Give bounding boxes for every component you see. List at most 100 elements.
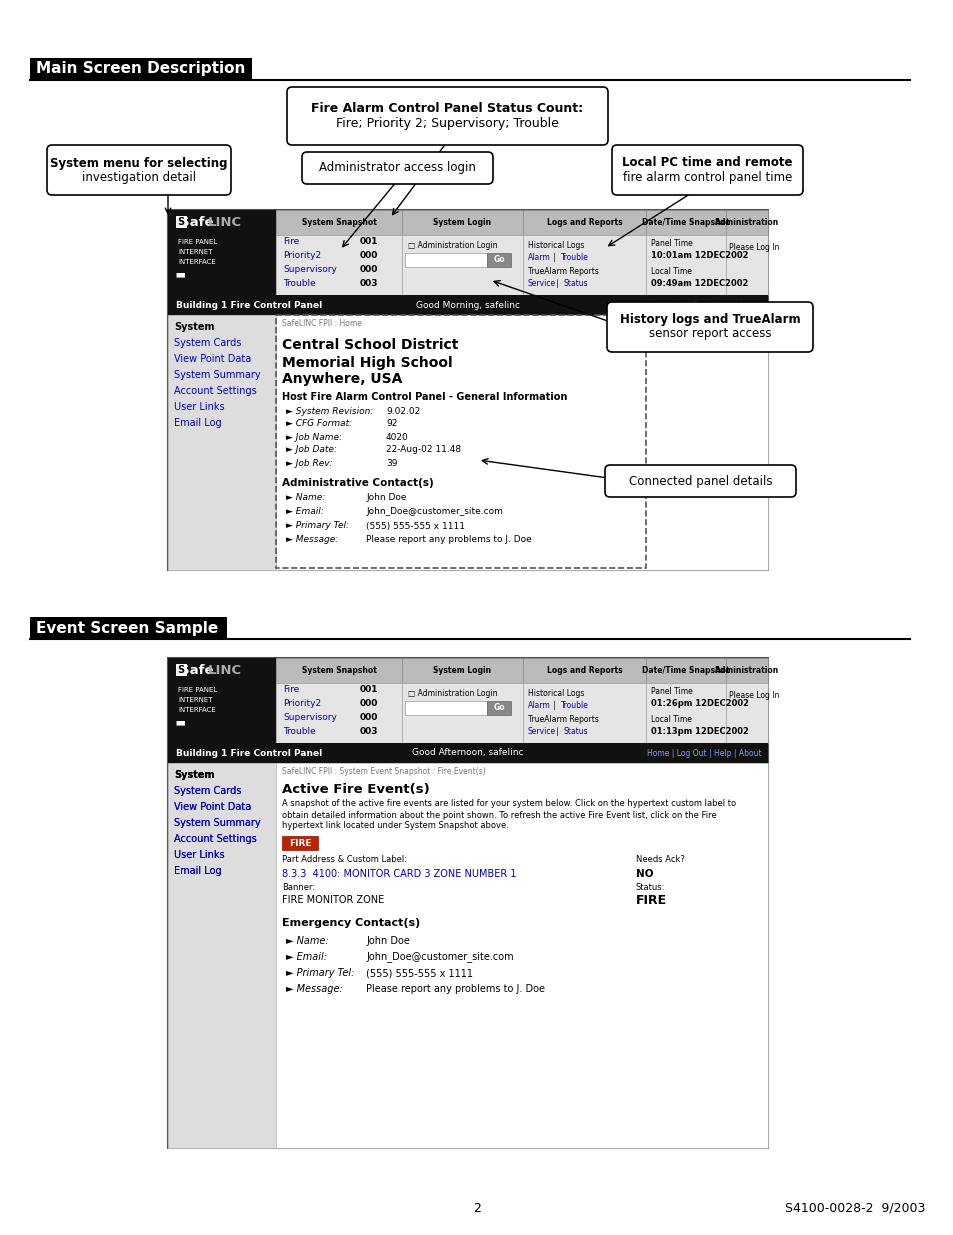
Text: Fire: Fire xyxy=(283,236,299,246)
Text: Historical Logs: Historical Logs xyxy=(527,688,584,698)
Text: System Login: System Login xyxy=(433,666,491,676)
Text: User Links: User Links xyxy=(173,403,224,412)
FancyBboxPatch shape xyxy=(287,86,607,144)
Text: 4020: 4020 xyxy=(386,432,408,441)
Bar xyxy=(168,295,767,315)
Text: Please Log In: Please Log In xyxy=(728,690,779,699)
Bar xyxy=(486,701,511,715)
Text: History logs and TrueAlarm: History logs and TrueAlarm xyxy=(619,314,800,326)
Bar xyxy=(522,658,645,683)
Text: Status: Status xyxy=(563,726,588,736)
Text: Trouble: Trouble xyxy=(283,279,315,288)
Text: Trouble: Trouble xyxy=(560,252,588,262)
Text: Trouble: Trouble xyxy=(560,700,588,709)
FancyBboxPatch shape xyxy=(604,466,795,496)
Text: 2: 2 xyxy=(473,1202,480,1214)
Text: 000: 000 xyxy=(359,699,377,708)
Text: SafeLINC FPII : Home: SafeLINC FPII : Home xyxy=(282,320,361,329)
Text: Panel Time: Panel Time xyxy=(650,238,692,247)
Text: 01:13pm 12DEC2002: 01:13pm 12DEC2002 xyxy=(650,726,748,736)
Bar xyxy=(168,658,275,743)
Text: (555) 555-555 x 1111: (555) 555-555 x 1111 xyxy=(366,968,473,978)
Text: 003: 003 xyxy=(359,726,377,736)
Text: Fire Alarm Control Panel Status Count:: Fire Alarm Control Panel Status Count: xyxy=(311,103,583,116)
Bar xyxy=(168,315,275,571)
Text: LINC: LINC xyxy=(208,216,242,230)
Text: John Doe: John Doe xyxy=(366,494,406,503)
Text: Email Log: Email Log xyxy=(173,866,221,876)
Text: Administrative Contact(s): Administrative Contact(s) xyxy=(282,478,434,488)
Text: Good Morning, safelinc: Good Morning, safelinc xyxy=(416,300,519,310)
Text: hypertext link located under System Snapshot above.: hypertext link located under System Snap… xyxy=(282,821,508,830)
Text: Safe: Safe xyxy=(180,664,213,678)
Text: Local Time: Local Time xyxy=(650,267,691,275)
Text: 000: 000 xyxy=(359,264,377,273)
Text: Anywhere, USA: Anywhere, USA xyxy=(282,372,402,387)
Text: User Links: User Links xyxy=(173,850,224,860)
Text: ► Job Date:: ► Job Date: xyxy=(286,446,336,454)
Text: System: System xyxy=(173,769,214,781)
Bar xyxy=(645,658,725,683)
Text: Logs and Reports: Logs and Reports xyxy=(546,219,621,227)
Text: Building 1 Fire Control Panel: Building 1 Fire Control Panel xyxy=(175,748,322,757)
FancyBboxPatch shape xyxy=(612,144,802,195)
Text: 10:01am 12DEC2002: 10:01am 12DEC2002 xyxy=(650,251,748,259)
Bar xyxy=(30,618,227,638)
Text: SafeLINC FPII : System Event Snapshot : Fire Event(s): SafeLINC FPII : System Event Snapshot : … xyxy=(282,767,485,777)
Text: Connected panel details: Connected panel details xyxy=(628,474,771,488)
Text: Safe: Safe xyxy=(180,216,213,230)
Text: FIRE: FIRE xyxy=(289,839,311,847)
Bar xyxy=(405,701,486,715)
Text: ► Name:: ► Name: xyxy=(286,936,328,946)
Text: Status:: Status: xyxy=(636,883,664,892)
Bar xyxy=(486,253,511,267)
Text: System: System xyxy=(173,322,214,332)
Text: Logs and Reports: Logs and Reports xyxy=(546,666,621,676)
Bar xyxy=(168,658,767,1149)
FancyBboxPatch shape xyxy=(302,152,493,184)
FancyBboxPatch shape xyxy=(606,303,812,352)
Bar xyxy=(30,58,252,80)
Text: Please Log In: Please Log In xyxy=(728,242,779,252)
Text: Priority2: Priority2 xyxy=(283,699,321,708)
Text: FIRE: FIRE xyxy=(636,893,666,906)
Text: 01:26pm 12DEC2002: 01:26pm 12DEC2002 xyxy=(650,699,748,708)
Text: Status: Status xyxy=(563,279,588,288)
Text: View Point Data: View Point Data xyxy=(173,802,251,811)
Text: System Cards: System Cards xyxy=(173,785,241,797)
Bar xyxy=(645,235,725,295)
Text: Local PC time and remote: Local PC time and remote xyxy=(621,157,792,169)
Bar xyxy=(168,763,767,1149)
Text: System Summary: System Summary xyxy=(173,818,260,827)
Text: Account Settings: Account Settings xyxy=(173,834,256,844)
Text: View Point Data: View Point Data xyxy=(173,354,251,364)
Text: (555) 555-555 x 1111: (555) 555-555 x 1111 xyxy=(366,521,464,531)
Text: Administration: Administration xyxy=(714,666,779,676)
Text: Local Time: Local Time xyxy=(650,715,691,724)
Text: System Summary: System Summary xyxy=(173,818,260,827)
Text: System Login: System Login xyxy=(433,219,491,227)
Text: Fire; Priority 2; Supervisory; Trouble: Fire; Priority 2; Supervisory; Trouble xyxy=(335,116,558,130)
Text: 000: 000 xyxy=(359,251,377,259)
Bar xyxy=(275,658,401,683)
Text: Supervisory: Supervisory xyxy=(283,713,336,721)
Bar xyxy=(401,210,522,235)
Text: obtain detailed information about the point shown. To refresh the active Fire Ev: obtain detailed information about the po… xyxy=(282,810,716,820)
Bar xyxy=(725,235,767,295)
Text: View Point Data: View Point Data xyxy=(173,802,251,811)
Text: Go: Go xyxy=(493,704,504,713)
Text: 22-Aug-02 11.48: 22-Aug-02 11.48 xyxy=(386,446,460,454)
Bar xyxy=(401,683,522,743)
Text: John Doe: John Doe xyxy=(366,936,410,946)
Text: Event Screen Sample: Event Screen Sample xyxy=(36,620,218,636)
Text: Memorial High School: Memorial High School xyxy=(282,356,452,370)
Text: System menu for selecting: System menu for selecting xyxy=(51,157,228,169)
Bar xyxy=(401,235,522,295)
Text: Service: Service xyxy=(527,726,556,736)
Bar xyxy=(522,210,645,235)
Text: System Cards: System Cards xyxy=(173,338,241,348)
Text: FIRE MONITOR ZONE: FIRE MONITOR ZONE xyxy=(282,895,384,905)
Bar xyxy=(725,658,767,683)
Text: sensor report access: sensor report access xyxy=(648,327,770,341)
Bar xyxy=(175,216,187,228)
